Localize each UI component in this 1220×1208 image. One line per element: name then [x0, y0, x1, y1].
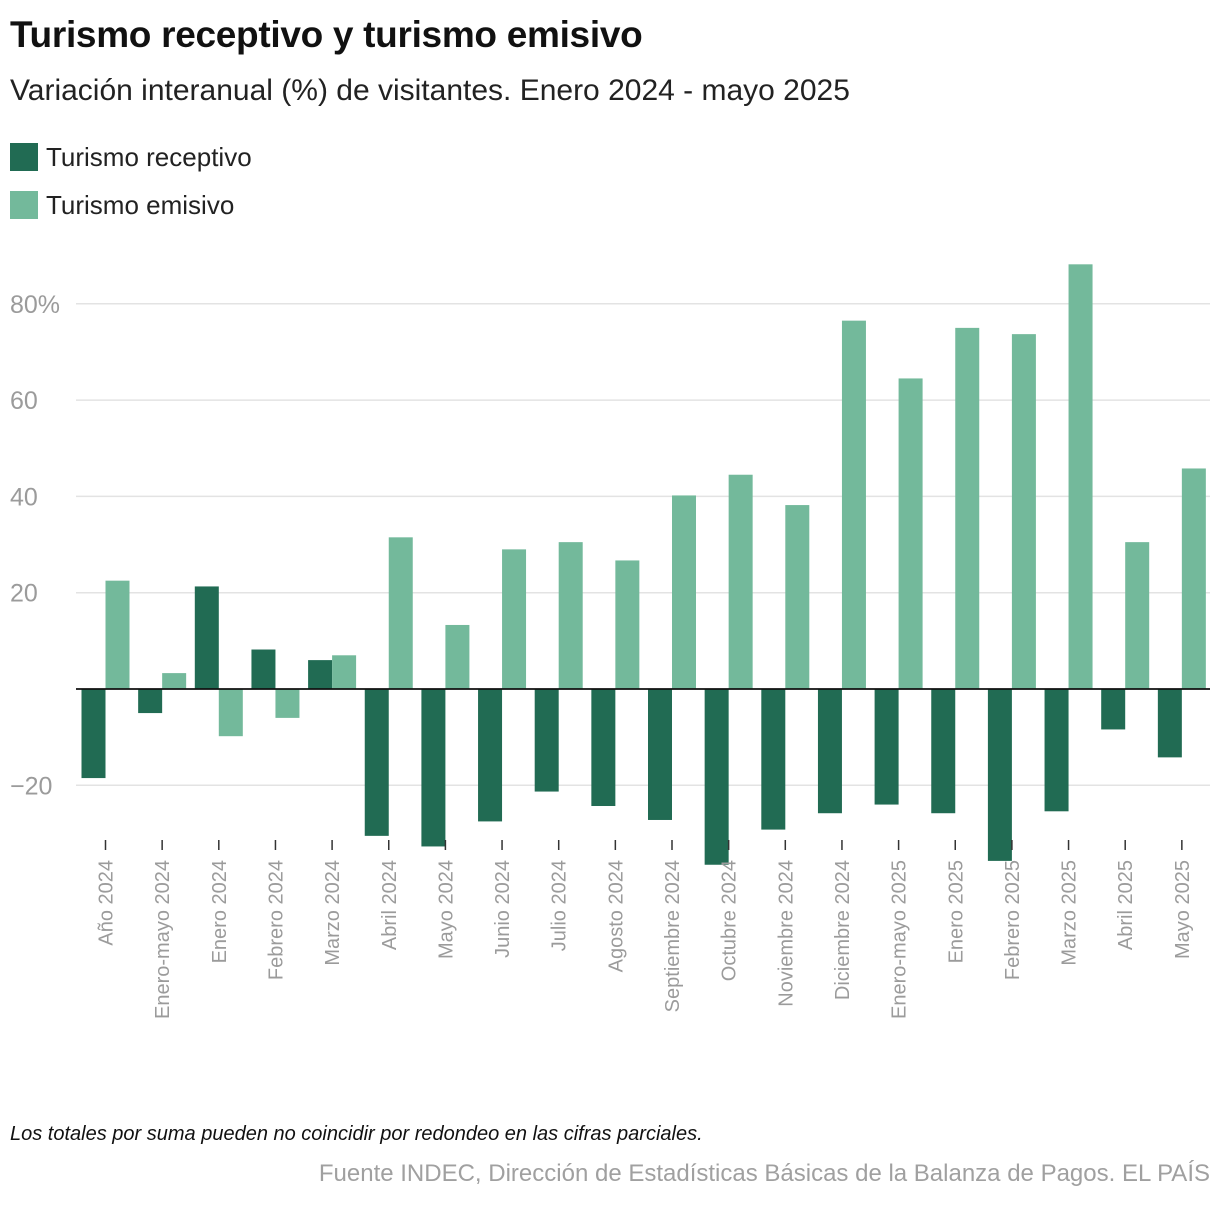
x-tick-label: Abril 2024 — [379, 860, 401, 950]
bar-receptivo — [194, 586, 219, 689]
bar-receptivo — [761, 689, 786, 830]
bar-receptivo — [478, 689, 503, 822]
legend-label-receptivo: Turismo receptivo — [46, 141, 252, 172]
y-tick-label: 20 — [10, 580, 38, 608]
x-tick-label: Enero-mayo 2025 — [889, 860, 911, 1019]
bar-emisivo — [218, 689, 243, 737]
bar-emisivo — [728, 474, 753, 689]
bar-emisivo — [502, 549, 527, 689]
bar-receptivo — [364, 689, 389, 836]
bar-emisivo — [162, 673, 187, 689]
bar-receptivo — [987, 689, 1012, 861]
bar-receptivo — [591, 689, 616, 807]
bar-emisivo — [105, 580, 130, 689]
bar-emisivo — [841, 320, 866, 689]
x-tick-label: Abril 2025 — [1115, 860, 1137, 950]
bar-emisivo — [388, 537, 413, 689]
legend-swatch-receptivo — [10, 143, 38, 171]
y-tick-label: −20 — [10, 772, 52, 800]
bar-receptivo — [81, 689, 106, 779]
legend: Turismo receptivo Turismo emisivo — [10, 140, 252, 236]
bar-emisivo — [1068, 264, 1093, 689]
source-credit: Fuente INDEC, Dirección de Estadísticas … — [318, 1160, 1210, 1187]
bar-emisivo — [672, 495, 696, 689]
x-tick-label: Septiembre 2024 — [662, 860, 684, 1012]
bar-emisivo — [445, 624, 470, 689]
y-tick-label: 60 — [10, 387, 38, 415]
x-tick-label: Enero 2024 — [209, 860, 231, 963]
bar-receptivo — [704, 689, 729, 865]
footnote: Los totales por suma pueden no coincidir… — [10, 1123, 703, 1145]
bar-emisivo — [558, 542, 583, 689]
bar-receptivo — [1044, 689, 1069, 812]
x-tick-label: Diciembre 2024 — [832, 860, 854, 1000]
legend-swatch-emisivo — [10, 191, 38, 219]
chart-title: Turismo receptivo y turismo emisivo — [10, 14, 643, 55]
x-tick-label: Febrero 2024 — [265, 860, 287, 980]
x-tick-label: Noviembre 2024 — [775, 860, 797, 1007]
legend-item-receptivo: Turismo receptivo — [10, 140, 252, 174]
x-tick-label: Febrero 2025 — [1002, 860, 1024, 980]
x-tick-label: Año 2024 — [96, 860, 118, 946]
y-tick-label: 40 — [10, 483, 38, 511]
bar-receptivo — [1157, 689, 1182, 758]
bar-receptivo — [931, 689, 956, 814]
chart-subtitle: Variación interanual (%) de visitantes. … — [10, 74, 850, 107]
bar-emisivo — [275, 689, 300, 718]
bar-emisivo — [332, 655, 357, 689]
bar-emisivo — [1181, 468, 1206, 689]
bar-receptivo — [421, 689, 446, 847]
x-tick-label: Enero-mayo 2024 — [152, 860, 174, 1019]
y-tick-label: 80% — [10, 291, 60, 319]
x-tick-label: Marzo 2024 — [322, 860, 344, 966]
x-tick-label: Marzo 2025 — [1059, 860, 1081, 966]
x-tick-label: Octubre 2024 — [719, 860, 741, 981]
bar-receptivo — [817, 689, 842, 814]
bar-receptivo — [648, 689, 672, 820]
x-tick-label: Agosto 2024 — [605, 860, 627, 972]
x-tick-label: Enero 2025 — [945, 860, 967, 963]
bar-receptivo — [308, 660, 333, 689]
legend-item-emisivo: Turismo emisivo — [10, 188, 252, 222]
bar-receptivo — [534, 689, 559, 792]
x-tick-label: Junio 2024 — [492, 860, 514, 958]
bar-chart: 80% 60 40 20 −20 Año 2024 Enero-mayo 2024 Enero… — [10, 264, 1210, 1019]
bar-emisivo — [785, 505, 810, 689]
bar-receptivo — [138, 689, 163, 714]
x-tick-label: Julio 2024 — [549, 860, 571, 951]
bar-emisivo — [615, 560, 640, 689]
bar-receptivo — [874, 689, 899, 805]
x-tick-label: Mayo 2024 — [435, 860, 457, 959]
x-tick-label: Mayo 2025 — [1172, 860, 1194, 959]
bar-receptivo — [251, 649, 276, 689]
bar-emisivo — [955, 327, 980, 689]
bar-emisivo — [1011, 334, 1036, 689]
bar-emisivo — [898, 378, 923, 689]
legend-label-emisivo: Turismo emisivo — [46, 189, 235, 220]
bar-emisivo — [1125, 542, 1150, 689]
bar-receptivo — [1101, 689, 1126, 730]
